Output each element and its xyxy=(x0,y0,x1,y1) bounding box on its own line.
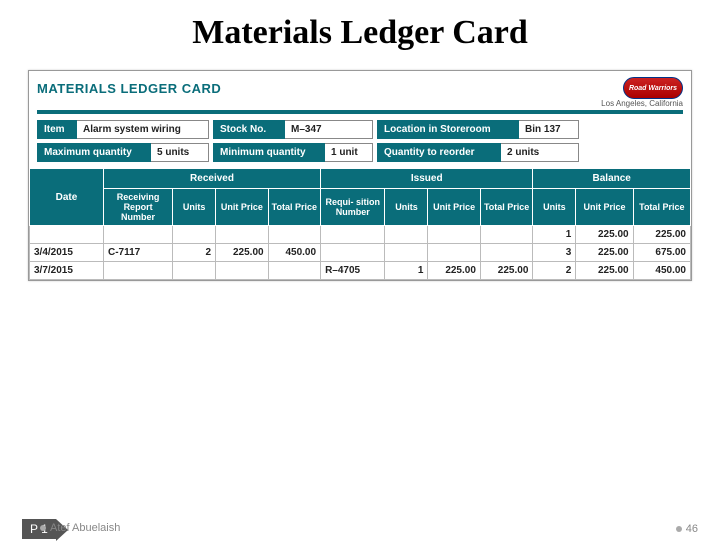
slide-title: Materials Ledger Card xyxy=(0,14,720,52)
table-cell: 1 xyxy=(385,262,428,280)
table-row: 3/4/2015C-71172225.00450.003225.00675.00 xyxy=(30,244,691,262)
table-cell: 450.00 xyxy=(268,244,320,262)
col-recv-units: Units xyxy=(173,189,216,226)
table-cell xyxy=(428,226,480,244)
table-row: 1225.00225.00 xyxy=(30,226,691,244)
info-cell: Minimum quantity1 unit xyxy=(213,143,373,162)
page-number: 46 xyxy=(676,523,698,535)
col-recv-tprice: Total Price xyxy=(268,189,320,226)
info-cell: Stock No.M–347 xyxy=(213,120,373,139)
table-row: 3/7/2015R–47051225.00225.002225.00450.00 xyxy=(30,262,691,280)
table-cell: 225.00 xyxy=(576,262,633,280)
table-cell xyxy=(385,244,428,262)
info-label: Minimum quantity xyxy=(213,143,325,162)
table-cell xyxy=(173,226,216,244)
info-cell: Quantity to reorder2 units xyxy=(377,143,579,162)
info-value: 1 unit xyxy=(325,143,373,162)
table-cell xyxy=(480,244,532,262)
table-cell xyxy=(173,262,216,280)
col-req-number: Requi- sition Number xyxy=(321,189,385,226)
table-cell xyxy=(385,226,428,244)
card-header: MATERIALS LEDGER CARD Road Warriors Los … xyxy=(29,71,691,110)
table-cell xyxy=(216,262,268,280)
col-recv-report: Receiving Report Number xyxy=(103,189,172,226)
info-row: Maximum quantity5 unitsMinimum quantity1… xyxy=(37,143,683,162)
section-balance: Balance xyxy=(533,169,691,189)
info-label: Stock No. xyxy=(213,120,285,139)
col-iss-uprice: Unit Price xyxy=(428,189,480,226)
table-cell xyxy=(480,226,532,244)
col-bal-units: Units xyxy=(533,189,576,226)
info-label: Maximum quantity xyxy=(37,143,151,162)
table-cell: 675.00 xyxy=(633,244,690,262)
info-cell: Maximum quantity5 units xyxy=(37,143,209,162)
col-bal-tprice: Total Price xyxy=(633,189,690,226)
info-label: Location in Storeroom xyxy=(377,120,519,139)
info-label: Quantity to reorder xyxy=(377,143,501,162)
col-bal-uprice: Unit Price xyxy=(576,189,633,226)
section-received: Received xyxy=(103,169,320,189)
table-cell xyxy=(103,262,172,280)
ledger-table: Date Received Issued Balance Receiving R… xyxy=(29,168,691,280)
table-cell: C-7117 xyxy=(103,244,172,262)
card-header-title: MATERIALS LEDGER CARD xyxy=(37,77,221,96)
table-cell xyxy=(321,226,385,244)
info-value: M–347 xyxy=(285,120,373,139)
table-cell: 225.00 xyxy=(633,226,690,244)
info-cell: Location in StoreroomBin 137 xyxy=(377,120,579,139)
info-rows: ItemAlarm system wiringStock No.M–347Loc… xyxy=(29,114,691,168)
company-block: Road Warriors Los Angeles, California xyxy=(601,77,683,108)
ledger-card: MATERIALS LEDGER CARD Road Warriors Los … xyxy=(28,70,692,281)
table-cell: 225.00 xyxy=(576,244,633,262)
col-date: Date xyxy=(30,169,104,226)
table-cell xyxy=(268,226,320,244)
table-cell xyxy=(321,244,385,262)
table-cell xyxy=(428,244,480,262)
table-cell: 3/7/2015 xyxy=(30,262,104,280)
col-iss-units: Units xyxy=(385,189,428,226)
table-cell: 3/4/2015 xyxy=(30,244,104,262)
table-cell: 1 xyxy=(533,226,576,244)
col-iss-tprice: Total Price xyxy=(480,189,532,226)
table-cell: R–4705 xyxy=(321,262,385,280)
section-issued: Issued xyxy=(321,169,533,189)
table-cell: 2 xyxy=(533,262,576,280)
info-cell: ItemAlarm system wiring xyxy=(37,120,209,139)
table-cell xyxy=(216,226,268,244)
info-value: Alarm system wiring xyxy=(77,120,209,139)
company-logo: Road Warriors xyxy=(623,77,683,99)
table-cell: 450.00 xyxy=(633,262,690,280)
author-name: Atef Abuelaish xyxy=(40,522,120,534)
info-label: Item xyxy=(37,120,77,139)
table-cell xyxy=(30,226,104,244)
table-cell: 225.00 xyxy=(480,262,532,280)
table-cell: 225.00 xyxy=(428,262,480,280)
table-cell: 225.00 xyxy=(576,226,633,244)
table-cell xyxy=(268,262,320,280)
company-location: Los Angeles, California xyxy=(601,99,683,108)
table-cell: 2 xyxy=(173,244,216,262)
table-cell: 3 xyxy=(533,244,576,262)
table-cell xyxy=(103,226,172,244)
info-value: Bin 137 xyxy=(519,120,579,139)
table-cell: 225.00 xyxy=(216,244,268,262)
info-row: ItemAlarm system wiringStock No.M–347Loc… xyxy=(37,120,683,139)
col-recv-uprice: Unit Price xyxy=(216,189,268,226)
info-value: 5 units xyxy=(151,143,209,162)
info-value: 2 units xyxy=(501,143,579,162)
